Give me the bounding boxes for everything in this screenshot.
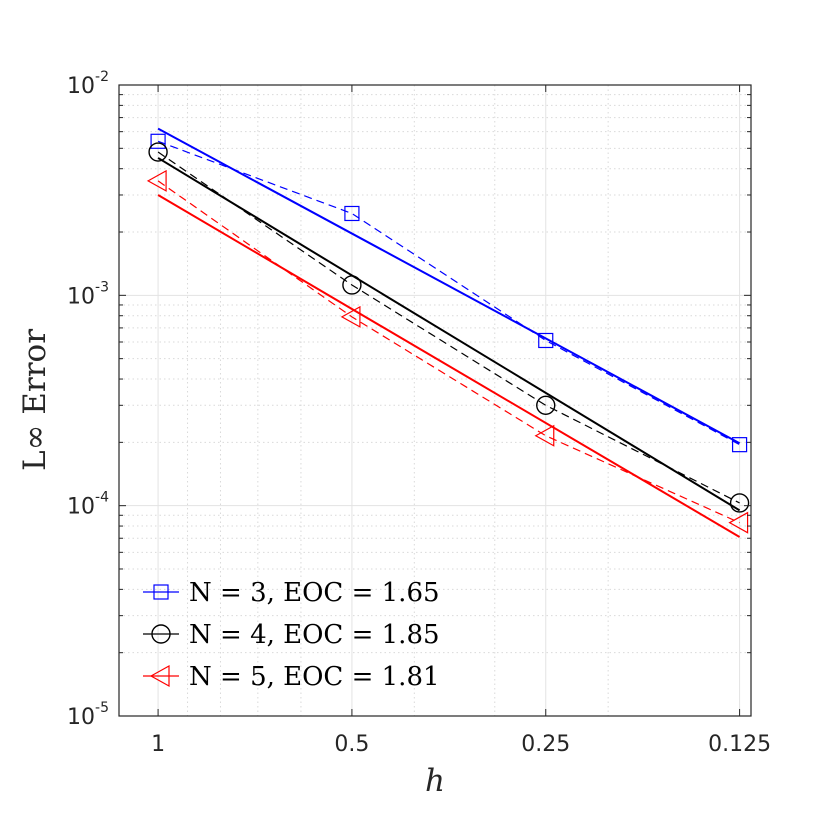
fit-lines — [157, 127, 741, 538]
grid — [119, 84, 751, 717]
y-tick-exponent: -3 — [95, 279, 109, 295]
legend-entry-label: N = 5, EOC = 1.81 — [189, 662, 440, 692]
fit-line-series-3 — [157, 194, 741, 538]
y-tick-base: 10 — [67, 74, 95, 99]
data-point-series-3 — [728, 511, 749, 534]
y-tick-exponent: -4 — [95, 490, 109, 506]
data-point-series-2 — [536, 395, 556, 416]
data-point-series-1 — [150, 133, 166, 149]
legend: N = 3, EOC = 1.65 N = 4, EOC = 1.85 N = 5,… — [143, 578, 440, 692]
y-tick-label: 10-4 — [67, 490, 109, 520]
y-tick-label: 10-3 — [67, 279, 109, 309]
data-point-series-3 — [534, 424, 555, 447]
data-point-series-2 — [729, 493, 750, 513]
x-tick-label: 0.125 — [708, 732, 771, 757]
y-tick-label: 10-2 — [67, 69, 109, 99]
x-axis-label-text: h — [425, 763, 445, 799]
legend-entry-label: N = 3, EOC = 1.65 — [189, 578, 440, 608]
data-line-series-2 — [157, 151, 740, 504]
fit-line-series-1 — [157, 127, 741, 445]
data-point-series-3 — [340, 305, 361, 328]
y-tick-labels: 10-210-310-410-5 — [67, 69, 109, 730]
legend-marker — [153, 584, 169, 600]
x-tick-labels: 1 0.5 0.25 0.125 — [151, 732, 771, 757]
plot-frame — [118, 84, 752, 717]
x-tick-label: 0.5 — [334, 732, 369, 757]
x-axis-label: h — [425, 763, 445, 799]
data-line-series-1 — [157, 140, 740, 446]
data-point-series-1 — [344, 205, 360, 222]
legend-marker — [149, 664, 170, 688]
y-tick-base: 10 — [67, 495, 95, 520]
y-tick-exponent: -2 — [95, 69, 109, 85]
data-point-series-1 — [731, 437, 748, 453]
y-tick-exponent: -5 — [95, 700, 109, 716]
data-lines — [157, 140, 740, 524]
data-point-series-1 — [538, 332, 554, 349]
data-markers — [146, 133, 750, 534]
data-point-series-3 — [146, 169, 167, 192]
y-tick-label: 10-5 — [67, 700, 109, 730]
x-tick-label: 1 — [151, 732, 165, 757]
y-axis-label: L∞ Error — [17, 329, 53, 471]
fit-line-series-2 — [157, 157, 741, 512]
y-tick-base: 10 — [67, 705, 95, 730]
legend-entry-label: N = 4, EOC = 1.85 — [189, 620, 440, 650]
data-point-series-2 — [148, 142, 168, 162]
legend-marker — [151, 624, 171, 644]
x-tick-label: 0.25 — [521, 732, 570, 757]
data-point-series-2 — [342, 275, 362, 295]
y-tick-base: 10 — [67, 284, 95, 309]
axis-ticks — [119, 84, 751, 717]
data-line-series-3 — [157, 180, 740, 524]
y-axis-label-text: L∞ Error — [17, 329, 53, 471]
